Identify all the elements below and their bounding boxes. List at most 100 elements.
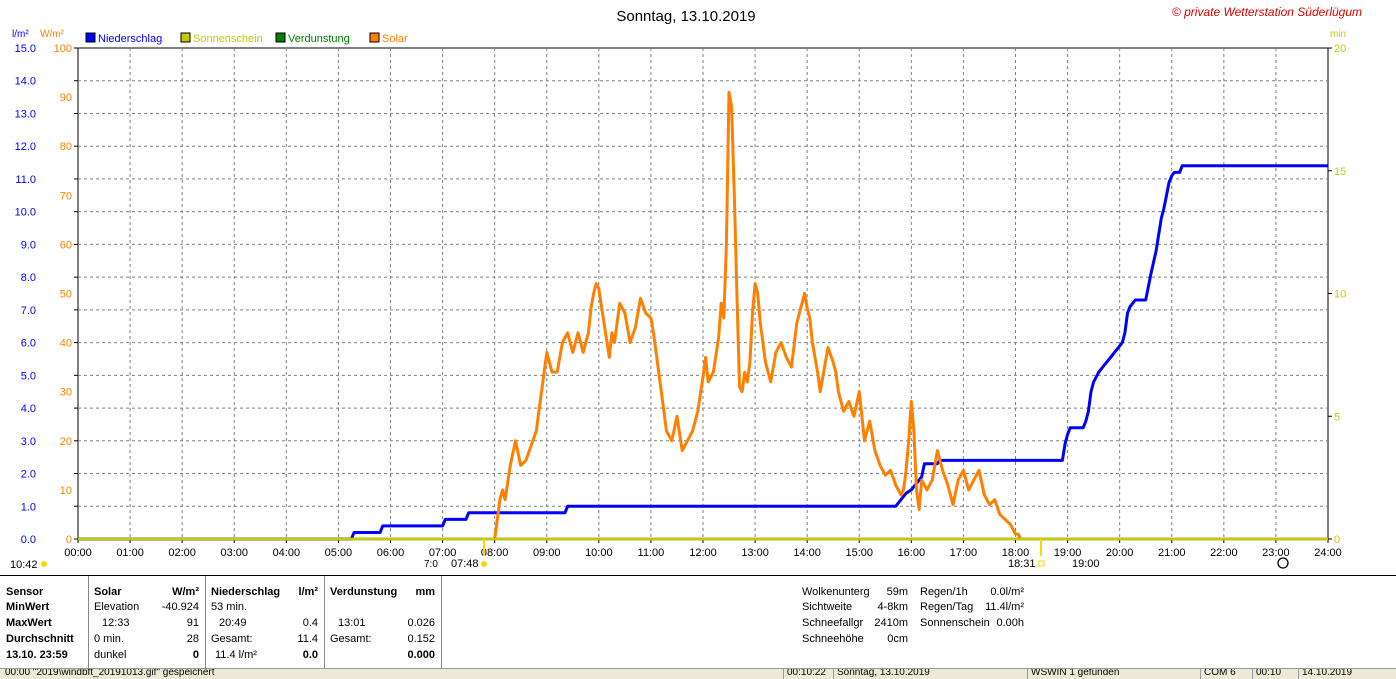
cloud-r1-label: Sichtweite (802, 601, 853, 613)
sunrise-prefix: 7:0 (424, 559, 438, 570)
left2-unit: W/m² (40, 29, 65, 40)
x-tick-label: 05:00 (325, 547, 353, 559)
x-tick-label: 10:00 (585, 547, 613, 559)
rain-r4-value: 0.0 (302, 649, 318, 661)
cloud-r3-value: 0cm (887, 633, 908, 645)
x-tick-label: 13:00 (741, 547, 769, 559)
series-line-niederschlag (78, 164, 1328, 541)
status-bar: 00:00 "2019\windbft_20191013.gif" gespei… (0, 668, 1396, 679)
marks: 10:42 7:0 07:48 18:31 19:00 (10, 539, 1289, 571)
cloud-r2-value: 2410m (874, 617, 908, 629)
legend-swatch (369, 32, 380, 43)
legend-swatch (180, 32, 191, 43)
left2-tick-label: 50 (60, 289, 72, 301)
left1-tick-label: 2.0 (21, 469, 36, 481)
moon-time: 10:42 (10, 559, 38, 571)
sensor-header: Sensor (6, 586, 44, 598)
legend-label: Niederschlag (98, 33, 162, 45)
cloud-section: Wolkenunterg 59m Sichtweite 4-8km Schneefa… (796, 576, 914, 669)
right-tick-label: 20 (1334, 43, 1346, 55)
solar-r4-label: dunkel (94, 649, 127, 661)
cloud-r1-value: 4-8km (877, 601, 908, 613)
x-tick-label: 17:00 (950, 547, 978, 559)
evap-r4-value: 0.000 (407, 649, 435, 661)
rain-r1-label: 53 min. (211, 601, 248, 613)
solar-r3-label: 0 min. (94, 633, 124, 645)
sunrise-marker (481, 561, 487, 567)
cloud-r2-label: Schneefallgr (802, 617, 864, 629)
x-tick-label: 09:00 (533, 547, 561, 559)
left2-tick-label: 0 (66, 534, 72, 546)
date-label: 13.10. 23:59 (6, 649, 68, 661)
left1-tick-label: 14.0 (15, 76, 36, 88)
left2-tick-label: 70 (60, 190, 72, 202)
rain-r4-label: 11.4 l/m² (215, 649, 257, 661)
chart-title: Sonntag, 13.10.2019 (616, 8, 755, 25)
max-label: MaxWert (6, 617, 52, 629)
left2-tick-label: 60 (60, 239, 72, 251)
x-tick-label: 08:00 (481, 547, 509, 559)
status-clock: 00:10 (1252, 669, 1281, 679)
series-line-solar (493, 90, 1023, 540)
solar-r4-value: 0 (192, 649, 199, 661)
rainx-r1-value: 11.4l/m² (985, 601, 1024, 613)
left1-unit: l/m² (12, 29, 29, 40)
left1-tick-label: 6.0 (21, 338, 36, 350)
sunset-time: 18:31 (1008, 558, 1036, 570)
x-tick-label: 16:00 (898, 547, 926, 559)
x-tick-label: 11:00 (638, 547, 665, 559)
min-label: MinWert (6, 601, 50, 613)
left2-tick-label: 20 (60, 436, 72, 448)
solar-r2-value: 91 (186, 617, 199, 629)
solar-r1-value: -40.924 (161, 601, 199, 613)
x-tick-label: 15:00 (845, 547, 873, 559)
status-time: 00:10:22 (783, 669, 826, 679)
status-day: 14.10.2019 (1298, 669, 1352, 679)
left1-tick-label: 11.0 (15, 174, 36, 186)
evap-r3-label: Gesamt: (330, 633, 372, 645)
left1-tick-label: 0.0 (21, 534, 36, 546)
rain-header: Niederschlag (211, 586, 281, 598)
x-tick-label: 06:00 (377, 547, 405, 559)
watermark: © private Wetterstation Süderlügum (1172, 5, 1362, 19)
stats-panel: Sensor MinWert MaxWert Durchschnitt 13.1… (0, 575, 1396, 669)
rain-r3-value: 11.4 (297, 633, 318, 645)
rainx-r1-label: Regen/Tag (920, 601, 974, 613)
cloud-r0-label: Wolkenunterg (802, 586, 870, 598)
rainx-r0-label: Regen/1h (920, 586, 968, 598)
series (78, 90, 1328, 541)
cloud-r0-value: 59m (886, 586, 908, 598)
x-tick-label: 14:00 (793, 547, 821, 559)
left1-tick-label: 15.0 (15, 43, 36, 55)
moon-phase-icon (1277, 557, 1289, 569)
sensor-section: Sensor MinWert MaxWert Durchschnitt 13.1… (0, 576, 89, 669)
rain-unit: l/m² (298, 586, 318, 598)
x-tick-label: 19:00 (1054, 547, 1082, 559)
rain-r3-label: Gesamt: (211, 633, 253, 645)
left2-tick-label: 10 (60, 485, 72, 497)
x-tick-label: 21:00 (1158, 547, 1186, 559)
sunrise-time: 07:48 (451, 558, 479, 570)
weather-chart: 00:00 01:00 02:00 03:00 04:00 05:00 06:00 07:00… (10, 5, 1362, 571)
left1-tick-label: 3.0 (21, 436, 36, 448)
right-tick-label: 0 (1334, 534, 1340, 546)
evap-section: Verdunstung mm 13:01 0.026 Gesamt: 0.152 0.… (324, 576, 442, 669)
evap-r2-label: 13:01 (338, 617, 366, 629)
avg-label: Durchschnitt (6, 633, 74, 645)
left1-tick-label: 7.0 (21, 305, 36, 317)
x-tick-label: 23:00 (1262, 547, 1290, 559)
evap-unit: mm (415, 586, 435, 598)
rain-r2-label: 20:49 (219, 617, 247, 629)
legend-label: Verdunstung (288, 33, 350, 45)
x-tick-label: 02:00 (168, 547, 196, 559)
solar-unit: W/m² (172, 586, 199, 598)
left1-tick-label: 10.0 (15, 207, 36, 219)
left2-tick-label: 80 (60, 141, 72, 153)
x-tick-label: 04:00 (273, 547, 301, 559)
left2-tick-label: 30 (60, 387, 72, 399)
x-tick-label: 20:00 (1106, 547, 1134, 559)
legend-swatch (85, 32, 96, 43)
rain-section: Niederschlag l/m² 53 min. 20:49 0.4 Gesamt… (205, 576, 325, 669)
axes: 00:00 01:00 02:00 03:00 04:00 05:00 06:00 07:00… (15, 43, 1347, 559)
right-unit: min (1330, 29, 1346, 40)
